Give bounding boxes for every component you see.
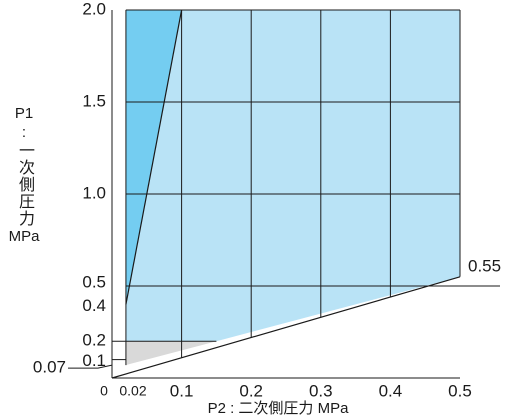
y-callout-leader-0.07 [68,364,113,369]
x-tick-label-0: 0 [100,383,108,399]
line-lower-boundary [111,276,461,379]
y-tick-label-0.1: 0.1 [82,351,106,370]
region-usable-range [125,10,461,342]
y-axis-label-unit: MPa [8,228,40,245]
y-tick-label-1.5: 1.5 [82,91,106,110]
y-tick-label-0.5: 0.5 [82,272,106,291]
x-tick-label-0.4: 0.4 [379,381,403,400]
y-tick-label-2: 2.0 [82,0,106,18]
y-tick-label-1: 1.0 [82,183,106,202]
callout-label-0.55: 0.55 [468,256,501,275]
x-tick-label-0.1: 0.1 [170,381,194,400]
x-tick-label-0.5: 0.5 [448,381,472,400]
line-upper-boundary [125,9,183,305]
y-callout-label-0.07: 0.07 [33,358,66,377]
x-tick-label-0.2: 0.2 [239,381,263,400]
y-tick-label-0.4: 0.4 [82,296,106,315]
x-tick-label-0.02: 0.02 [119,383,146,399]
y-axis-label-colon: : [21,124,27,141]
region-gray-range [125,341,217,366]
x-axis-label: P2 : 二次側圧力 MPa [208,400,350,416]
y-axis-label-symbol: P1 [14,105,34,122]
y-tick-label-0.2: 0.2 [82,331,106,350]
y-axis-label-name: 一次側圧力 [16,142,33,227]
x-tick-label-0.3: 0.3 [309,381,333,400]
y-axis-label: P1 : 一次側圧力 MPa [4,104,44,246]
